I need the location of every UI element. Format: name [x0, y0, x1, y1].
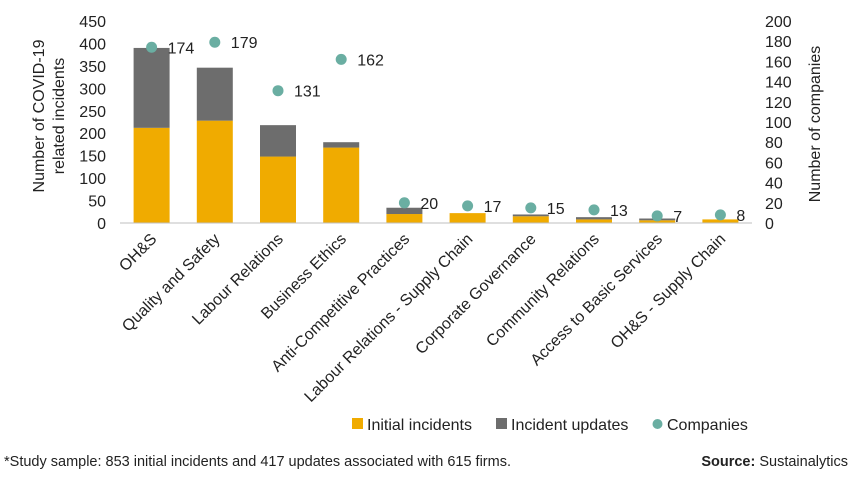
category-label: OH&S - Supply Chain: [608, 231, 729, 352]
companies-point: [462, 200, 474, 212]
companies-data-label: 20: [420, 196, 438, 213]
companies-point: [335, 53, 347, 65]
y2-tick-label: 20: [765, 196, 783, 213]
companies-data-label: 162: [357, 52, 384, 69]
legend-swatch: [652, 419, 663, 429]
legend-label: Companies: [667, 417, 748, 434]
footnote: *Study sample: 853 initial incidents and…: [4, 454, 511, 470]
companies-point: [714, 209, 726, 221]
bar-initial-incidents: [196, 120, 233, 223]
y2-tick-label: 160: [765, 54, 792, 71]
y2-tick-label: 60: [765, 155, 783, 172]
legend-swatch: [352, 418, 363, 429]
legend-label: Initial incidents: [367, 417, 472, 434]
y2-tick-label: 0: [765, 216, 774, 233]
category-label: Access to Basic Services: [528, 231, 666, 369]
companies-point: [525, 202, 537, 214]
y-tick-label: 450: [79, 14, 106, 31]
bar-initial-incidents: [133, 127, 170, 223]
y-tick-label: 150: [79, 149, 106, 166]
bar-initial-incidents: [323, 147, 360, 223]
bar-initial-incidents: [260, 156, 296, 223]
bar-incident-updates: [133, 47, 170, 128]
companies-point: [651, 210, 663, 222]
legend-swatch: [496, 418, 507, 429]
source-credit: Source: Sustainalytics: [701, 454, 848, 470]
y-axis-title: Number of COVID-19 related incidents: [31, 39, 68, 192]
y-tick-label: 250: [79, 104, 106, 121]
y-tick-label: 200: [79, 126, 106, 143]
legend-label: Incident updates: [511, 417, 628, 434]
companies-data-label: 179: [231, 35, 258, 52]
companies-data-label: 7: [673, 209, 682, 226]
category-label: Corporate Governance: [413, 231, 540, 358]
bar-incident-updates: [323, 142, 360, 148]
companies-point: [588, 204, 600, 216]
y-tick-label: 0: [97, 216, 106, 233]
y-tick-label: 50: [88, 194, 106, 211]
bar-incident-updates: [196, 67, 233, 121]
bar-initial-incidents: [386, 214, 423, 223]
companies-data-label: 17: [484, 199, 502, 216]
y2-axis-title: Number of companies: [807, 46, 824, 203]
category-label: OH&S: [116, 231, 160, 275]
y2-tick-label: 200: [765, 14, 792, 31]
y2-tick-label: 100: [765, 115, 792, 132]
bar-initial-incidents: [639, 220, 676, 223]
bar-initial-incidents: [512, 216, 549, 223]
companies-data-label: 8: [736, 208, 745, 225]
source-label: Source:: [701, 454, 756, 470]
y2-tick-label: 40: [765, 176, 783, 193]
y-axis-title-line: Number of COVID-19: [31, 39, 48, 192]
companies-point: [398, 197, 410, 209]
companies-data-label: 13: [610, 203, 628, 220]
bar-incident-updates: [386, 207, 423, 215]
bar-initial-incidents: [449, 213, 486, 223]
bar-initial-incidents: [702, 219, 739, 223]
y-tick-label: 350: [79, 59, 106, 76]
companies-data-label: 131: [294, 84, 321, 101]
companies-point: [146, 41, 158, 53]
y-tick-label: 100: [79, 171, 106, 188]
chart-svg: 0 50 100 150 200 250 300 350 400 450 0 20 40 60 80 100 1…: [31, 14, 824, 434]
companies-point: [272, 85, 284, 97]
y-axis-title-line: related incidents: [51, 58, 68, 175]
y2-tick-label: 140: [765, 75, 792, 92]
bar-incident-updates: [512, 214, 549, 217]
companies-point: [209, 36, 221, 48]
y-tick-label: 300: [79, 81, 106, 98]
y2-tick-label: 180: [765, 34, 792, 51]
companies-data-label: 15: [547, 201, 565, 218]
y2-tick-label: 120: [765, 95, 792, 112]
bar-incident-updates: [260, 125, 296, 157]
source-value: Sustainalytics: [759, 454, 848, 470]
companies-data-label: 174: [168, 40, 195, 57]
bar-incident-updates: [576, 217, 612, 220]
bar-initial-incidents: [576, 219, 612, 223]
y-tick-label: 400: [79, 36, 106, 53]
y2-tick-label: 80: [765, 135, 783, 152]
category-label: Community Relations: [483, 231, 603, 351]
